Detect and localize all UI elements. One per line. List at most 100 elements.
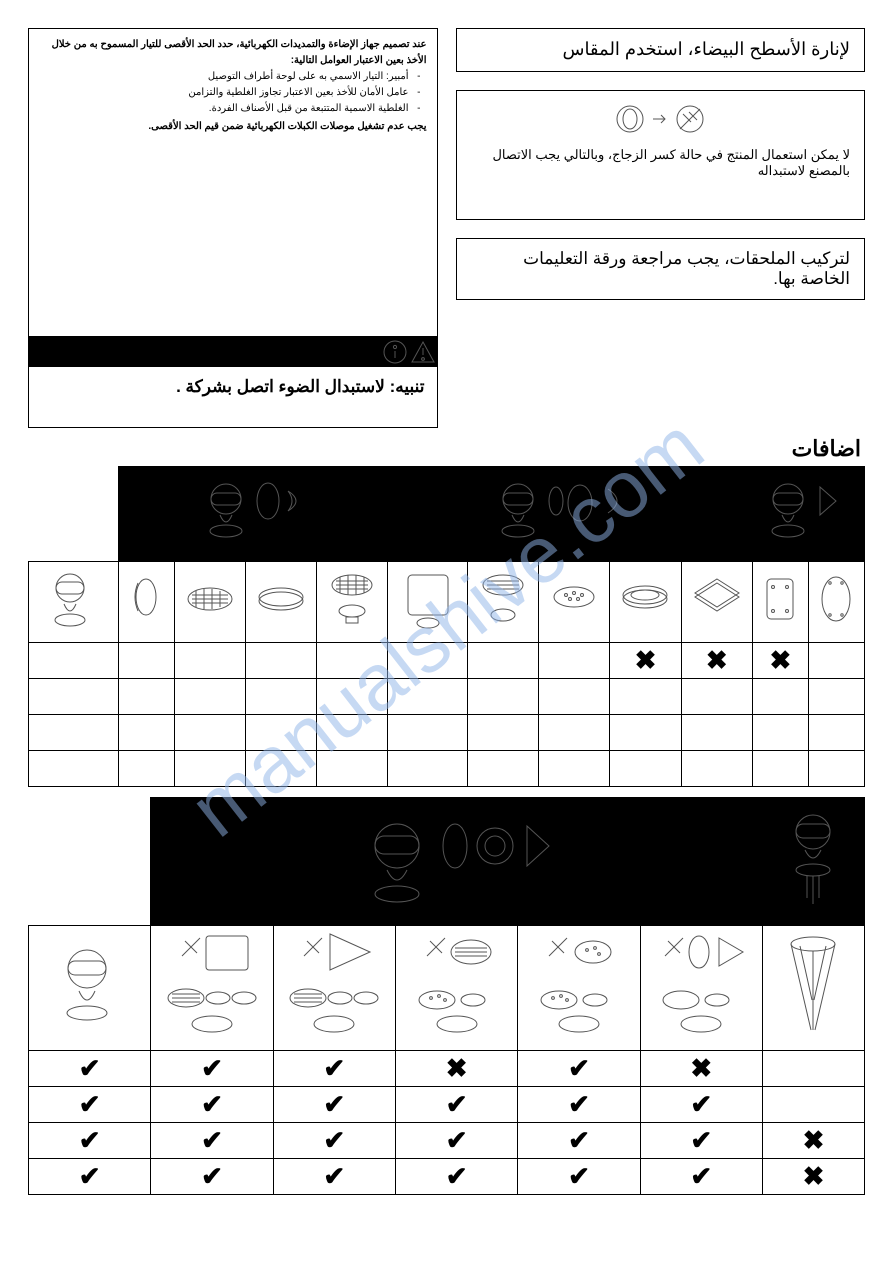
table-cell xyxy=(388,751,467,787)
table-cell xyxy=(388,679,467,715)
table-cell xyxy=(681,715,752,751)
filter-combo-3-icon xyxy=(395,926,517,1051)
electrical-bullet-3: الغلطية الاسمية المتتبعة من قبل الأصناف … xyxy=(39,101,427,117)
table-cell xyxy=(317,643,388,679)
caution-header xyxy=(29,337,437,367)
caution-body: تنبيه: لاستبدال الضوء اتصل بشركة . xyxy=(29,367,437,427)
check-mark-icon: ✔ xyxy=(151,1051,273,1087)
table-row: ✔ ✔ ✔ ✔ ✔ ✔ ✖ xyxy=(29,1123,865,1159)
table-cell xyxy=(118,679,174,715)
check-mark-icon: ✔ xyxy=(640,1123,762,1159)
table-row xyxy=(29,751,865,787)
check-mark-icon: ✔ xyxy=(29,1159,151,1195)
table-cell xyxy=(118,715,174,751)
empty-circle-icon xyxy=(615,104,645,134)
table-row: ✔ ✔ ✔ ✖ ✔ ✖ xyxy=(29,1051,865,1087)
table-cell xyxy=(808,751,864,787)
table-cell xyxy=(467,679,538,715)
table-cell xyxy=(539,751,610,787)
table-cell xyxy=(752,751,808,787)
glass-warning-box: لا يمكن استعمال المنتج في حالة كسر الزجا… xyxy=(456,90,866,220)
table-cell xyxy=(174,643,245,679)
empty-corner xyxy=(29,798,151,926)
filter-combo-5-icon xyxy=(640,926,762,1051)
x-mark-icon: ✖ xyxy=(681,643,752,679)
table-cell xyxy=(388,715,467,751)
check-mark-icon: ✔ xyxy=(273,1087,395,1123)
table-cell xyxy=(752,715,808,751)
header-spotlight-spike-icon xyxy=(762,798,864,926)
electrical-design-box: عند تصميم جهاز الإضاءة والتمديدات الكهرب… xyxy=(28,28,438,337)
table-cell xyxy=(467,643,538,679)
table-cell xyxy=(539,679,610,715)
header-spotlight-cone-icon xyxy=(752,467,864,562)
spotlight-icon xyxy=(29,926,151,1051)
additions-title: اضافات xyxy=(28,436,861,462)
surface-text: لإنارة الأسطح البيضاء، استخدم المقاس xyxy=(562,39,850,59)
x-mark-icon: ✖ xyxy=(395,1051,517,1087)
table-row xyxy=(29,679,865,715)
table-cell xyxy=(762,1051,864,1087)
check-mark-icon: ✔ xyxy=(273,1123,395,1159)
table-cell xyxy=(808,679,864,715)
arrow-icon xyxy=(651,112,669,126)
table-cell xyxy=(29,679,119,715)
check-mark-icon: ✔ xyxy=(151,1087,273,1123)
check-mark-icon: ✔ xyxy=(518,1123,640,1159)
check-mark-icon: ✔ xyxy=(640,1087,762,1123)
grid-filter-icon xyxy=(467,562,538,643)
lens-icon xyxy=(118,562,174,643)
electrical-bullet-2: عامل الأمان للأخذ بعين الاعتبار تجاوز ال… xyxy=(39,85,427,101)
accessories-box: لتركيب الملحقات، يجب مراجعة ورقة التعليم… xyxy=(456,238,866,300)
check-mark-icon: ✔ xyxy=(640,1159,762,1195)
x-mark-icon: ✖ xyxy=(640,1051,762,1087)
table-cell xyxy=(29,643,119,679)
info-icon xyxy=(381,339,409,365)
empty-corner xyxy=(29,467,119,562)
table-cell xyxy=(317,715,388,751)
spotlight-icon xyxy=(29,562,119,643)
filter-combo-4-icon xyxy=(518,926,640,1051)
electrical-line1: عند تصميم جهاز الإضاءة والتمديدات الكهرب… xyxy=(39,37,427,69)
header-spotlight-shade-icon xyxy=(118,467,388,562)
check-mark-icon: ✔ xyxy=(29,1051,151,1087)
table-row xyxy=(29,798,865,926)
table-cell xyxy=(174,715,245,751)
ring-filter-icon xyxy=(610,562,681,643)
table-cell xyxy=(681,679,752,715)
table-cell xyxy=(467,715,538,751)
check-mark-icon: ✔ xyxy=(518,1051,640,1087)
mesh-filter-icon xyxy=(317,562,388,643)
table-row xyxy=(29,562,865,643)
table-cell xyxy=(467,751,538,787)
table-cell xyxy=(29,715,119,751)
left-column: عند تصميم جهاز الإضاءة والتمديدات الكهرب… xyxy=(28,28,438,428)
table-cell xyxy=(245,751,316,787)
honeycomb-filter-icon xyxy=(174,562,245,643)
right-column: لإنارة الأسطح البيضاء، استخدم المقاس لا … xyxy=(456,28,866,428)
accessories-table-2: ✔ ✔ ✔ ✖ ✔ ✖ ✔ ✔ ✔ ✔ ✔ ✔ ✔ ✔ ✔ ✔ ✔ ✔ ✖ ✔ xyxy=(28,797,865,1195)
check-mark-icon: ✔ xyxy=(151,1159,273,1195)
table-row: ✔ ✔ ✔ ✔ ✔ ✔ xyxy=(29,1087,865,1123)
square-glass-icon xyxy=(388,562,467,643)
x-mark-icon: ✖ xyxy=(752,643,808,679)
table-cell xyxy=(174,679,245,715)
electrical-bullet-1: أمبير: التيار الاسمي به على لوحة أطراف ا… xyxy=(39,69,427,85)
table-cell xyxy=(245,643,316,679)
check-mark-icon: ✔ xyxy=(29,1087,151,1123)
table-cell xyxy=(29,751,119,787)
table-cell xyxy=(752,679,808,715)
table-row: ✔ ✔ ✔ ✔ ✔ ✔ ✖ xyxy=(29,1159,865,1195)
x-mark-icon: ✖ xyxy=(762,1123,864,1159)
x-mark-icon: ✖ xyxy=(610,643,681,679)
table-cell xyxy=(317,679,388,715)
table-cell xyxy=(539,715,610,751)
top-section: لإنارة الأسطح البيضاء، استخدم المقاس لا … xyxy=(28,28,865,428)
check-mark-icon: ✔ xyxy=(395,1159,517,1195)
diamond-filter-icon xyxy=(681,562,752,643)
header-spotlight-accessories-icon xyxy=(151,798,763,926)
electrical-lastline: يجب عدم تشغيل موصلات الكبلات الكهربائية … xyxy=(39,119,427,135)
header-spotlight-filters-icon xyxy=(388,467,752,562)
table-row xyxy=(29,926,865,1051)
check-mark-icon: ✔ xyxy=(518,1087,640,1123)
